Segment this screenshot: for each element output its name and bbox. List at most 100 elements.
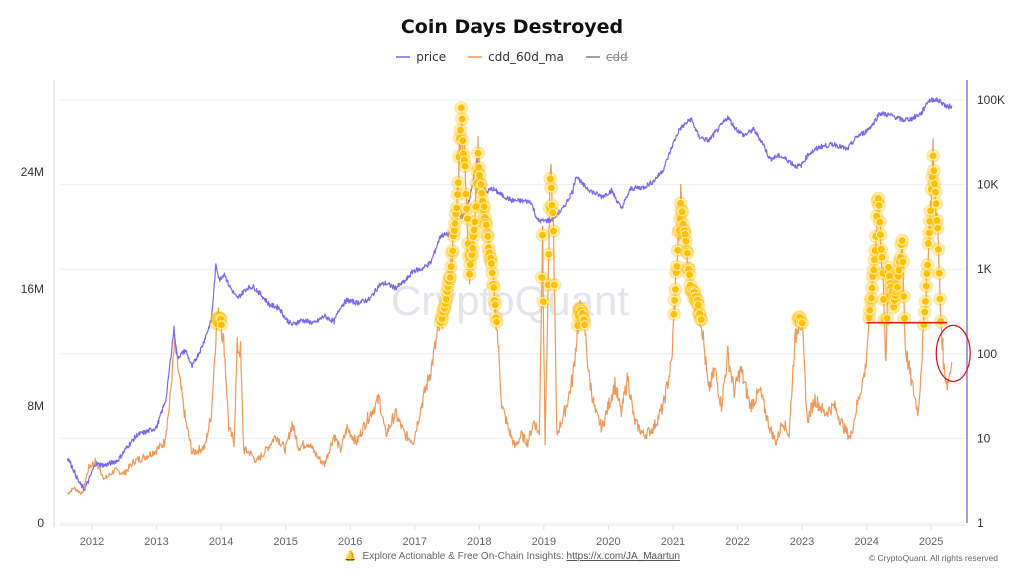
x-tick-label: 2023 bbox=[790, 536, 814, 548]
x-tick-label: 2025 bbox=[919, 536, 943, 548]
marker-dot bbox=[486, 258, 496, 268]
highlight-marker bbox=[545, 205, 560, 220]
legend-item-cdd-60d-ma[interactable]: cdd_60d_ma bbox=[468, 50, 564, 64]
marker-dot bbox=[875, 230, 885, 240]
highlight-marker bbox=[460, 211, 475, 226]
marker-dot bbox=[453, 178, 463, 188]
highlight-marker bbox=[477, 199, 492, 214]
highlight-marker bbox=[891, 263, 906, 278]
marker-dot bbox=[920, 307, 930, 317]
marker-dot bbox=[685, 270, 695, 280]
y-right-tick-label: 10 bbox=[977, 431, 991, 445]
highlight-marker bbox=[467, 223, 482, 238]
annotations bbox=[866, 321, 971, 382]
marker-dot bbox=[457, 114, 467, 124]
marker-dot bbox=[580, 320, 590, 330]
highlight-marker bbox=[929, 213, 944, 228]
highlight-marker bbox=[928, 185, 943, 200]
marker-dot bbox=[538, 297, 548, 307]
highlight-marker bbox=[866, 262, 881, 277]
marker-dot bbox=[884, 262, 894, 272]
marker-dot bbox=[487, 268, 497, 278]
marker-dot bbox=[797, 318, 807, 328]
footer-copyright: © CryptoQuant. All rights reserved bbox=[868, 553, 998, 563]
marker-dot bbox=[934, 268, 944, 278]
highlight-marker bbox=[668, 282, 683, 297]
marker-dot bbox=[866, 293, 876, 303]
highlight-marker bbox=[895, 254, 910, 269]
highlight-marker bbox=[449, 200, 464, 215]
x-tick-label: 2013 bbox=[144, 536, 168, 548]
highlight-marker bbox=[882, 268, 897, 283]
series-layer bbox=[66, 97, 953, 496]
highlight-marker bbox=[472, 168, 487, 183]
highlight-marker bbox=[467, 214, 482, 229]
highlight-marker bbox=[890, 280, 905, 295]
x-tick-label: 2016 bbox=[338, 536, 362, 548]
highlight-marker bbox=[485, 266, 500, 281]
highlight-marker bbox=[484, 256, 499, 271]
highlight-marker bbox=[795, 315, 810, 330]
marker-dot bbox=[669, 309, 679, 319]
highlight-marker bbox=[680, 246, 695, 261]
highlight-marker bbox=[471, 160, 486, 175]
highlight-marker bbox=[666, 307, 681, 322]
series-line-price bbox=[66, 97, 953, 492]
highlight-marker bbox=[474, 186, 489, 201]
marker-dot bbox=[898, 257, 908, 267]
highlight-marker bbox=[865, 280, 880, 295]
marker-dot bbox=[473, 148, 483, 158]
marker-dot bbox=[481, 220, 491, 230]
marker-dot bbox=[448, 246, 458, 256]
highlight-marker bbox=[922, 226, 937, 241]
marker-dot bbox=[875, 217, 885, 227]
highlight-marker bbox=[926, 163, 941, 178]
marker-dot bbox=[470, 217, 480, 227]
marker-dot bbox=[670, 295, 680, 305]
footer-cta-text: Explore Actionable & Free On-Chain Insig… bbox=[362, 551, 564, 562]
footer-link[interactable]: https://x.com/JA_Maartun bbox=[566, 551, 680, 562]
annotation-ellipse bbox=[935, 324, 971, 382]
x-tick-label: 2014 bbox=[209, 536, 233, 548]
highlight-marker bbox=[489, 314, 504, 329]
y-left-tick-label: 24M bbox=[21, 165, 44, 179]
highlight-marker bbox=[458, 159, 473, 174]
highlight-marker bbox=[682, 267, 697, 282]
marker-dot bbox=[933, 244, 943, 254]
marker-dot bbox=[922, 269, 932, 279]
marker-dot bbox=[677, 207, 687, 217]
highlight-marker bbox=[547, 277, 562, 292]
marker-dot bbox=[465, 260, 475, 270]
legend-item-cdd[interactable]: cdd bbox=[585, 50, 628, 64]
marker-dot bbox=[445, 273, 455, 283]
highlight-marker bbox=[534, 270, 549, 285]
y-right-tick-label: 100 bbox=[977, 347, 997, 361]
highlight-marker bbox=[694, 312, 709, 327]
y-left-tick-label: 0 bbox=[37, 516, 44, 530]
marker-dot bbox=[483, 231, 493, 241]
highlight-marker bbox=[874, 242, 889, 257]
y-right-tick-label: 1K bbox=[977, 262, 992, 276]
bell-icon: 🔔 bbox=[344, 551, 357, 562]
highlight-marker bbox=[459, 201, 474, 216]
y-right-tick-label: 10K bbox=[977, 178, 998, 192]
marker-dot bbox=[897, 236, 907, 246]
y-right-tick-label: 1 bbox=[977, 516, 984, 530]
highlight-marker bbox=[463, 257, 478, 272]
x-tick-label: 2018 bbox=[467, 536, 491, 548]
highlight-marker bbox=[535, 227, 550, 242]
marker-dot bbox=[923, 239, 933, 249]
highlight-marker bbox=[541, 247, 556, 262]
highlight-marker bbox=[536, 294, 551, 309]
highlight-marker bbox=[673, 196, 688, 211]
highlight-marker bbox=[447, 223, 462, 238]
marker-dot bbox=[492, 317, 502, 327]
marker-dot bbox=[879, 295, 889, 305]
highlight-marker bbox=[669, 259, 684, 274]
marker-dot bbox=[458, 136, 468, 146]
highlight-marker bbox=[454, 100, 469, 115]
marker-dot bbox=[462, 204, 472, 214]
marker-dot bbox=[673, 245, 683, 255]
legend-item-price[interactable]: price bbox=[396, 50, 446, 64]
